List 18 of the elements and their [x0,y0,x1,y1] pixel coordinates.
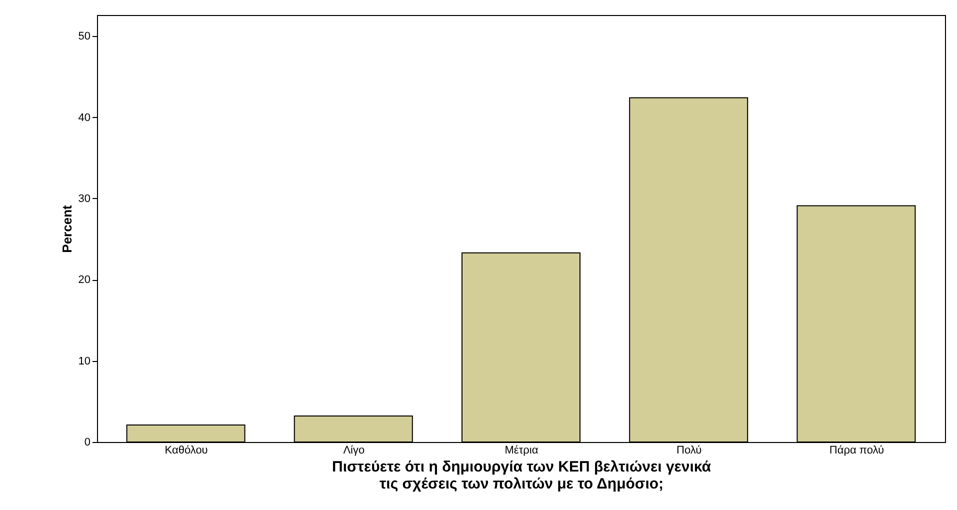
bar [462,252,580,442]
bar [796,205,916,442]
x-tick-label: Μέτρια [504,444,539,456]
y-tick-label: 0 [84,436,90,448]
y-tick-label: 20 [78,274,90,286]
y-tick-label: 40 [78,112,90,124]
y-tick-label: 10 [78,355,90,368]
bar [294,416,413,442]
y-axis-title: Percent [59,204,74,253]
x-axis-title: Πιστεύετε ότι η δημιουργία των ΚΕΠ βελτιώνει γενικά τις σχέσεις των πολιτών με το Δημόσιο; [332,458,712,492]
x-tick-label: Καθόλου [164,444,208,456]
x-tick-label: Πάρα πολύ [829,444,884,456]
y-tick-label: 30 [78,192,90,205]
x-tick-label: Πολύ [676,444,702,456]
x-tick-label: Λίγο [343,444,365,456]
bar [126,424,246,442]
y-tick-label: 50 [78,30,90,43]
bar [629,97,748,442]
